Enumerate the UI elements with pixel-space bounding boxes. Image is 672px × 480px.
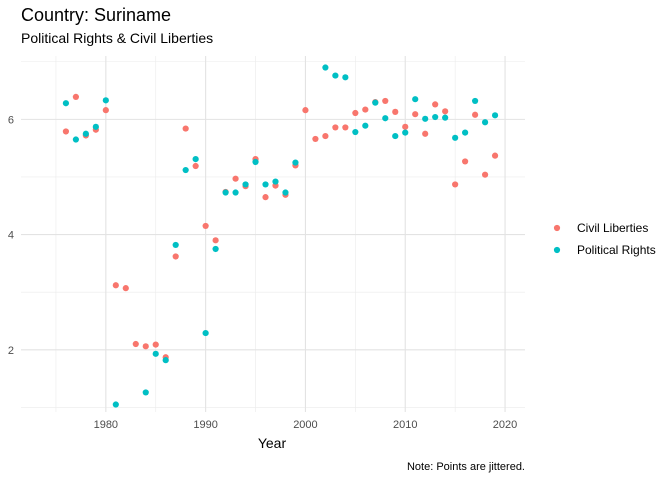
- civil-liberties-point: [152, 341, 159, 348]
- x-axis-ticks: 1980 1990 2000 2010 2020: [94, 419, 518, 431]
- political-rights-point: [152, 350, 159, 357]
- political-rights-point: [82, 130, 89, 137]
- civil-liberties-point: [192, 162, 199, 170]
- civil-liberties-point: [132, 340, 139, 348]
- civil-liberties-point: [72, 93, 79, 100]
- political-rights-point: [322, 64, 329, 71]
- political-rights-point: [232, 189, 239, 196]
- civil-liberties-point: [422, 130, 429, 137]
- civil-liberties-point: [212, 237, 219, 244]
- political-rights-point: [342, 74, 349, 81]
- political-rights-point: [112, 401, 119, 408]
- political-rights-point: [252, 158, 259, 166]
- political-rights-point: [62, 100, 70, 107]
- x-tick-label: 1990: [193, 419, 217, 431]
- political-rights-point: [92, 123, 99, 130]
- y-tick-label: 2: [8, 345, 14, 357]
- x-axis-title: Year: [258, 435, 287, 451]
- political-rights-point: [422, 115, 429, 122]
- y-tick-label: 4: [8, 230, 14, 242]
- civil-liberties-point: [392, 108, 399, 115]
- civil-liberties-point: [471, 111, 479, 118]
- political-rights-point: [382, 115, 389, 122]
- y-tick-label: 6: [8, 114, 14, 126]
- civil-liberties-point: [122, 285, 129, 292]
- civil-liberties-point: [462, 158, 469, 165]
- x-tick-label: 2000: [293, 419, 317, 431]
- political-rights-point: [72, 136, 79, 143]
- political-rights-point: [282, 189, 289, 196]
- legend-label: Civil Liberties: [577, 221, 648, 235]
- civil-liberties-point: [312, 135, 319, 143]
- civil-liberties-point: [432, 101, 439, 108]
- legend-key: [553, 246, 561, 254]
- x-tick-label: 2020: [493, 419, 517, 431]
- civil-liberties-point: [412, 111, 419, 118]
- political-rights-point: [402, 129, 409, 136]
- civil-liberties-point: [112, 282, 119, 289]
- civil-liberties-point: [172, 253, 179, 260]
- political-rights-point: [412, 96, 419, 103]
- chart-title: Country: Suriname: [21, 5, 171, 25]
- chart-subtitle: Political Rights & Civil Liberties: [21, 30, 213, 46]
- y-axis-ticks: 2 4 6: [8, 114, 14, 356]
- political-rights-point: [462, 129, 469, 136]
- political-rights-point: [272, 178, 279, 185]
- political-rights-point: [432, 113, 439, 121]
- data-points: [62, 64, 499, 408]
- civil-liberties-point: [322, 132, 329, 140]
- political-rights-point: [292, 159, 299, 166]
- plot-grid: [21, 56, 525, 412]
- political-rights-point: [182, 166, 189, 174]
- political-rights-point: [262, 181, 269, 188]
- civil-liberties-point: [232, 175, 239, 182]
- civil-liberties-point: [402, 123, 409, 130]
- civil-liberties-point: [332, 124, 339, 131]
- political-rights-point: [332, 72, 339, 79]
- political-rights-point: [242, 181, 249, 188]
- civil-liberties-point: [262, 194, 269, 201]
- civil-liberties-point: [481, 171, 489, 178]
- legend-label: Political Rights: [577, 243, 656, 257]
- political-rights-point: [352, 128, 359, 136]
- civil-liberties-point: [362, 106, 369, 113]
- political-rights-point: [471, 97, 479, 105]
- political-rights-point: [481, 119, 489, 126]
- civil-liberties-point: [382, 97, 389, 105]
- political-rights-point: [452, 134, 459, 141]
- chart-caption: Note: Points are jittered.: [407, 461, 525, 473]
- political-rights-point: [491, 112, 499, 119]
- x-tick-label: 2010: [393, 419, 417, 431]
- political-rights-point: [162, 357, 169, 364]
- civil-liberties-point: [102, 107, 109, 114]
- civil-liberties-point: [142, 343, 149, 350]
- political-rights-point: [442, 114, 449, 121]
- civil-liberties-point: [62, 128, 70, 135]
- legend-key: [553, 224, 561, 232]
- political-rights-point: [172, 241, 179, 249]
- political-rights-point: [392, 132, 399, 140]
- x-tick-label: 1980: [94, 419, 118, 431]
- legend: Civil Liberties Political Rights: [553, 221, 656, 257]
- political-rights-point: [212, 245, 219, 253]
- civil-liberties-point: [452, 181, 459, 188]
- civil-liberties-point: [491, 152, 499, 159]
- political-rights-point: [142, 389, 149, 396]
- civil-liberties-point: [302, 107, 309, 114]
- political-rights-point: [192, 156, 199, 163]
- civil-liberties-point: [352, 109, 359, 117]
- civil-liberties-point: [182, 125, 189, 132]
- political-rights-point: [102, 97, 109, 104]
- political-rights-point: [362, 122, 369, 129]
- political-rights-point: [202, 329, 209, 337]
- civil-liberties-point: [342, 124, 349, 131]
- political-rights-point: [372, 99, 379, 106]
- political-rights-point: [222, 189, 229, 196]
- civil-liberties-point: [202, 222, 209, 230]
- civil-liberties-point: [442, 108, 449, 115]
